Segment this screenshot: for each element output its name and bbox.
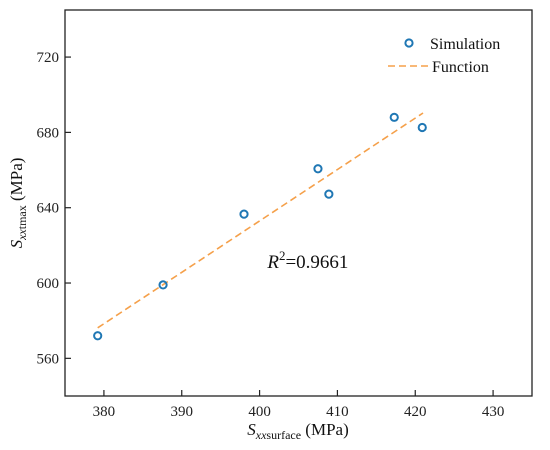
- data-point-simulation: [158, 280, 168, 290]
- y-axis-title: Sxxtmax (MPa): [7, 158, 29, 249]
- x-tick-label: 390: [171, 404, 194, 420]
- y-axis-subscript: xx: [15, 229, 29, 241]
- legend-label-simulation: Simulation: [430, 36, 500, 53]
- y-axis-unit: (MPa): [7, 158, 26, 206]
- y-axis-subscript-2: tmax: [15, 205, 29, 229]
- x-axis-unit: (MPa): [301, 420, 349, 439]
- annotation-value: =0.9661: [285, 252, 348, 273]
- x-tick-label: 430: [482, 404, 505, 420]
- y-axis-symbol: S: [7, 239, 26, 248]
- legend: Simulation Function: [388, 36, 500, 76]
- data-point-simulation: [389, 112, 399, 122]
- r-squared-annotation: R2=0.9661: [266, 248, 348, 273]
- series-layer: [93, 112, 427, 341]
- x-axis-subscript: xx: [255, 428, 267, 442]
- y-tick-label: 600: [37, 276, 60, 292]
- data-point-simulation: [313, 164, 323, 174]
- x-tick-label: 380: [93, 404, 116, 420]
- data-point-simulation: [93, 331, 103, 341]
- data-point-simulation: [324, 189, 334, 199]
- x-axis-title: Sxxsurface (MPa): [247, 420, 349, 442]
- legend-marker-simulation: [404, 38, 414, 48]
- y-tick-label: 680: [37, 125, 60, 141]
- y-tick-label: 720: [37, 50, 60, 66]
- plot-frame: [64, 9, 533, 397]
- x-axis-subscript-2: surface: [266, 428, 301, 442]
- y-axis-ticks: 560 600 640 680 720: [37, 50, 71, 367]
- y-tick-label: 560: [37, 351, 60, 367]
- annotation-symbol: R: [266, 252, 279, 273]
- y-tick-label: 640: [37, 201, 60, 217]
- annotation-superscript: 2: [279, 248, 286, 263]
- fit-line-function: [97, 112, 424, 329]
- legend-label-function: Function: [432, 59, 489, 76]
- x-tick-label: 420: [404, 404, 427, 420]
- x-tick-label: 400: [248, 404, 271, 420]
- data-point-simulation: [239, 209, 249, 219]
- x-axis-symbol: S: [247, 420, 256, 439]
- x-tick-label: 410: [326, 404, 349, 420]
- data-point-simulation: [417, 122, 427, 133]
- x-axis-ticks: 380 390 400 410 420 430: [93, 390, 505, 420]
